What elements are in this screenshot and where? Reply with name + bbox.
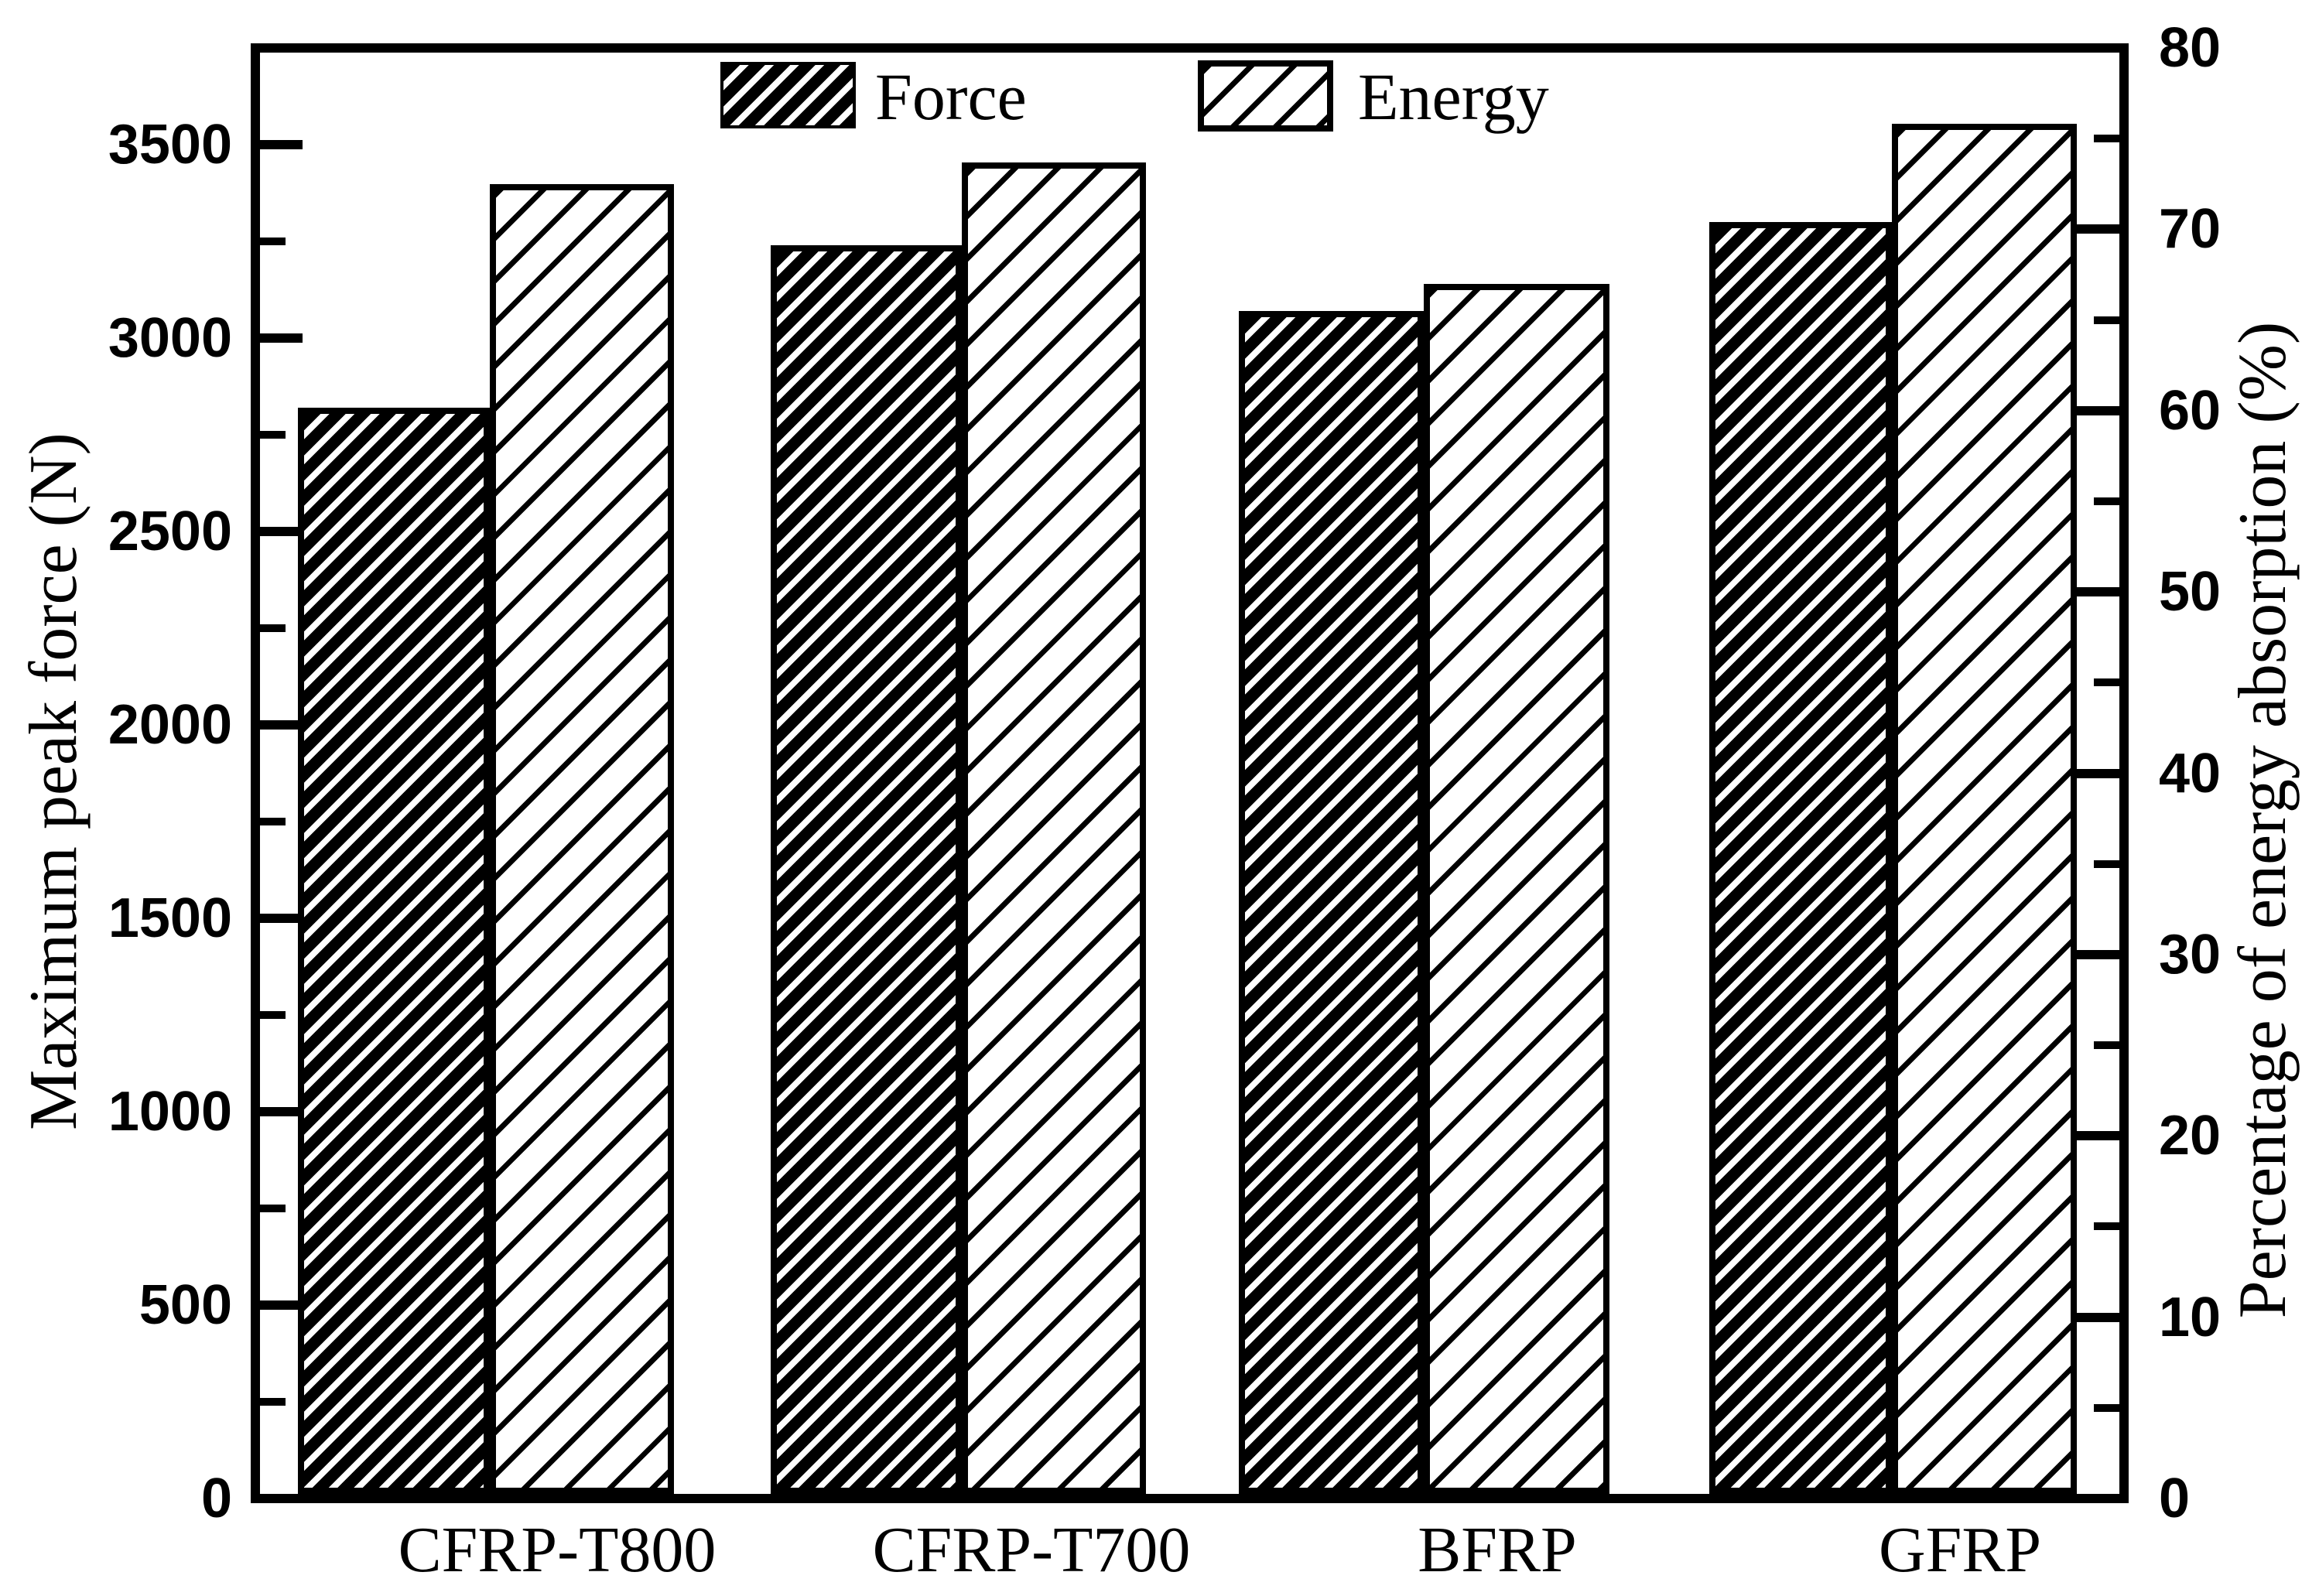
- bar-energy-bfrp: [1424, 283, 1609, 1494]
- right-tick-label-50: 50: [2159, 561, 2222, 624]
- left-minor-tick-750: [260, 1205, 286, 1212]
- left-major-tick-1500: [260, 914, 303, 923]
- left-major-tick-1000: [260, 1107, 303, 1116]
- right-minor-tick-45: [2094, 678, 2119, 687]
- left-tick-label-500: 500: [139, 1274, 232, 1336]
- right-tick-label-40: 40: [2159, 742, 2222, 805]
- right-major-tick-40: [2077, 768, 2119, 778]
- left-tick-label-1000: 1000: [108, 1081, 232, 1143]
- left-major-tick-500: [260, 1300, 303, 1310]
- bar-force-cfrp-t700: [771, 245, 962, 1494]
- left-minor-tick-1750: [260, 818, 286, 825]
- legend-label-energy: Energy: [1358, 60, 1549, 134]
- left-tick-label-3500: 3500: [108, 114, 232, 176]
- right-tick-label-30: 30: [2159, 923, 2222, 986]
- force-series-swatch-icon: [720, 62, 856, 128]
- left-minor-tick-2750: [260, 431, 286, 439]
- left-minor-tick-2250: [260, 624, 286, 632]
- right-axis-title: Percentage of energy absorption (%): [2225, 321, 2300, 1319]
- bar-force-gfrp: [1709, 222, 1892, 1494]
- left-tick-label-0: 0: [200, 1468, 232, 1529]
- bar-energy-cfrp-t700: [962, 162, 1146, 1494]
- left-major-tick-2000: [260, 720, 303, 730]
- left-minor-tick-3250: [260, 238, 286, 245]
- right-major-tick-50: [2077, 587, 2119, 597]
- category-label-gfrp: GFRP: [1878, 1514, 2042, 1586]
- category-label-cfrp-t700: CFRP-T700: [872, 1514, 1191, 1586]
- bar-energy-cfrp-t800: [490, 183, 674, 1494]
- right-major-tick-20: [2077, 1131, 2119, 1141]
- left-major-tick-2500: [260, 527, 303, 536]
- right-minor-tick-35: [2094, 860, 2119, 868]
- bar-energy-gfrp: [1892, 124, 2077, 1494]
- right-tick-label-20: 20: [2159, 1105, 2222, 1167]
- left-tick-label-2000: 2000: [108, 694, 232, 756]
- bar-force-bfrp: [1239, 311, 1424, 1494]
- category-label-bfrp: BFRP: [1418, 1514, 1577, 1586]
- right-minor-tick-65: [2094, 316, 2119, 324]
- right-minor-tick-25: [2094, 1041, 2119, 1050]
- left-minor-tick-250: [260, 1398, 286, 1406]
- right-tick-label-60: 60: [2159, 379, 2222, 442]
- category-label-cfrp-t800: CFRP-T800: [398, 1514, 717, 1586]
- right-minor-tick-55: [2094, 497, 2119, 505]
- left-tick-label-3000: 3000: [108, 307, 232, 369]
- right-major-tick-70: [2077, 224, 2119, 234]
- left-major-tick-3500: [260, 140, 303, 149]
- left-tick-label-1500: 1500: [108, 887, 232, 949]
- right-tick-label-0: 0: [2159, 1468, 2191, 1529]
- right-tick-label-80: 80: [2159, 17, 2222, 79]
- right-tick-label-70: 70: [2159, 198, 2222, 261]
- left-minor-tick-1250: [260, 1011, 286, 1019]
- bar-force-cfrp-t800: [298, 408, 490, 1494]
- energy-series-swatch-icon: [1198, 60, 1333, 132]
- right-major-tick-60: [2077, 405, 2119, 415]
- right-minor-tick-15: [2094, 1222, 2119, 1231]
- right-minor-tick-75: [2094, 135, 2119, 143]
- right-major-tick-30: [2077, 949, 2119, 959]
- right-tick-label-10: 10: [2159, 1286, 2222, 1348]
- right-minor-tick-5: [2094, 1403, 2119, 1412]
- left-tick-label-2500: 2500: [108, 501, 232, 562]
- left-major-tick-3000: [260, 333, 303, 343]
- right-major-tick-10: [2077, 1312, 2119, 1322]
- legend-label-force: Force: [875, 60, 1027, 134]
